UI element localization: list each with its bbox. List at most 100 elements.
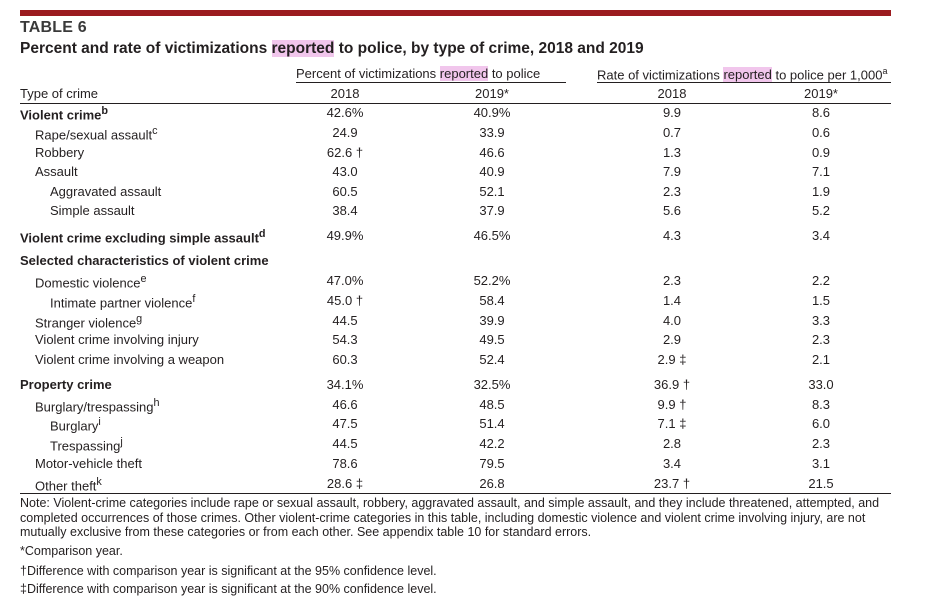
- table-cell: 5.2: [811, 203, 831, 218]
- table-row: Violent crime excluding simple assaultd 4…: [20, 228, 891, 246]
- year-header: 2019*: [475, 86, 509, 101]
- table-row: Violent crimeb 42.6% 40.9% 9.9 8.6: [20, 105, 891, 123]
- row-label: Motor-vehicle theft: [35, 456, 142, 471]
- table-cell: 7.1: [811, 164, 831, 179]
- table-cell: 7.1 ‡: [657, 416, 687, 431]
- row-label: Violent crime excluding simple assaultd: [20, 228, 266, 246]
- table-cell: 60.5: [332, 184, 358, 199]
- table-cell: 23.7 †: [653, 476, 691, 491]
- row-label: Aggravated assault: [50, 184, 162, 199]
- row-footnote-marker: k: [96, 476, 102, 488]
- table-cell: 47.0%: [326, 273, 364, 288]
- table-cell: 4.3: [662, 228, 682, 243]
- group-header-rate: Rate of victimizations reported to polic…: [597, 66, 888, 83]
- table-cell: 46.6: [479, 145, 505, 160]
- row-label: Rape/sexual assaultc: [35, 125, 158, 143]
- table-cell: 9.9 †: [657, 397, 687, 412]
- table-cell: 3.4: [811, 228, 831, 243]
- table-cell: 49.5: [479, 332, 505, 347]
- table-cell: 1.9: [811, 184, 831, 199]
- table-cell: 3.3: [811, 313, 831, 328]
- year-header: 2019*: [804, 86, 838, 101]
- table-cell: 51.4: [479, 416, 505, 431]
- row-label: Selected characteristics of violent crim…: [20, 253, 269, 268]
- row-footnote-marker: f: [192, 293, 196, 305]
- row-footnote-marker: d: [258, 228, 266, 240]
- table-cell: 1.4: [662, 293, 682, 308]
- table-title: Percent and rate of victimizations repor…: [20, 40, 644, 57]
- table-row: Stranger violenceg 44.5 39.9 4.0 3.3: [20, 313, 891, 331]
- row-footnote-marker: c: [152, 125, 158, 137]
- table-cell: 2.3: [811, 332, 831, 347]
- table-cell: 4.0: [662, 313, 682, 328]
- table-cell: 3.4: [662, 456, 682, 471]
- row-label: Domestic violencee: [35, 273, 147, 291]
- footnote-dagger: †Difference with comparison year is sign…: [20, 564, 437, 578]
- year-header: 2018: [657, 86, 687, 101]
- row-label: Intimate partner violencef: [50, 293, 196, 311]
- table-row: Violent crime involving a weapon 60.3 52.4…: [20, 352, 891, 370]
- table-cell: 0.7: [662, 125, 682, 140]
- row-label: Violent crimeb: [20, 105, 109, 123]
- title-accent-bar: [20, 10, 891, 16]
- table-cell: 44.5: [332, 436, 358, 451]
- table-cell: 24.9: [332, 125, 358, 140]
- table-cell: 39.9: [479, 313, 505, 328]
- table-cell: 26.8: [479, 476, 505, 491]
- year-header: 2018: [330, 86, 360, 101]
- table-cell: 45.0 †: [326, 293, 364, 308]
- table-cell: 52.4: [479, 352, 505, 367]
- table-cell: 8.3: [811, 397, 831, 412]
- table-cell: 2.3: [662, 184, 682, 199]
- table-cell: 58.4: [479, 293, 505, 308]
- table-row: Burglaryi 47.5 51.4 7.1 ‡ 6.0: [20, 416, 891, 434]
- table-cell: 78.6: [332, 456, 358, 471]
- table-cell: 60.3: [332, 352, 358, 367]
- table-cell: 2.3: [811, 436, 831, 451]
- table-cell: 2.8: [662, 436, 682, 451]
- table-cell: 2.9 ‡: [657, 352, 687, 367]
- table-cell: 9.9: [662, 105, 682, 120]
- table-cell: 2.1: [811, 352, 831, 367]
- row-label: Assault: [35, 164, 78, 179]
- table-label: TABLE 6: [20, 19, 87, 36]
- row-label: Trespassingj: [50, 436, 123, 454]
- row-label: Other theftk: [35, 476, 102, 494]
- table-row: Violent crime involving injury 54.3 49.5 2.…: [20, 332, 891, 350]
- table-cell: 52.2%: [473, 273, 511, 288]
- bottom-rule: [20, 493, 891, 494]
- group-underline-percent: [296, 82, 566, 83]
- table-cell: 21.5: [808, 476, 834, 491]
- group-underline-rate: [597, 82, 891, 83]
- row-label: Violent crime involving a weapon: [35, 352, 225, 367]
- table-cell: 79.5: [479, 456, 505, 471]
- table-row: Rape/sexual assaultc 24.9 33.9 0.7 0.6: [20, 125, 891, 143]
- row-footnote-marker: i: [98, 416, 101, 428]
- table-cell: 42.2: [479, 436, 505, 451]
- title-highlight: reported: [271, 40, 335, 57]
- table-row: Trespassingj 44.5 42.2 2.8 2.3: [20, 436, 891, 454]
- table-cell: 46.5%: [473, 228, 511, 243]
- table-cell: 33.0: [808, 377, 834, 392]
- row-label: Robbery: [35, 145, 85, 160]
- table-row: Other theftk 28.6 ‡ 26.8 23.7 † 21.5: [20, 476, 891, 494]
- table-cell: 7.9: [662, 164, 682, 179]
- column-header-type: Type of crime: [20, 86, 99, 101]
- table-cell: 62.6 †: [326, 145, 364, 160]
- table-cell: 37.9: [479, 203, 505, 218]
- group-header-percent: Percent of victimizations reported to po…: [296, 66, 541, 81]
- table-cell: 44.5: [332, 313, 358, 328]
- table-row: Intimate partner violencef 45.0 † 58.4 1.4 1…: [20, 293, 891, 311]
- table-row: Burglary/trespassingh 46.6 48.5 9.9 † 8.3: [20, 397, 891, 415]
- table-cell: 48.5: [479, 397, 505, 412]
- row-label: Burglaryi: [50, 416, 101, 434]
- table-cell: 49.9%: [326, 228, 364, 243]
- row-footnote-marker: j: [120, 436, 123, 448]
- table-cell: 33.9: [479, 125, 505, 140]
- table-row: Simple assault 38.4 37.9 5.6 5.2: [20, 203, 891, 221]
- table-cell: 46.6: [332, 397, 358, 412]
- table-cell: 40.9%: [473, 105, 511, 120]
- table-row: Selected characteristics of violent crim…: [20, 253, 891, 271]
- table-cell: 3.1: [811, 456, 831, 471]
- table-row: Assault 43.0 40.9 7.9 7.1: [20, 164, 891, 182]
